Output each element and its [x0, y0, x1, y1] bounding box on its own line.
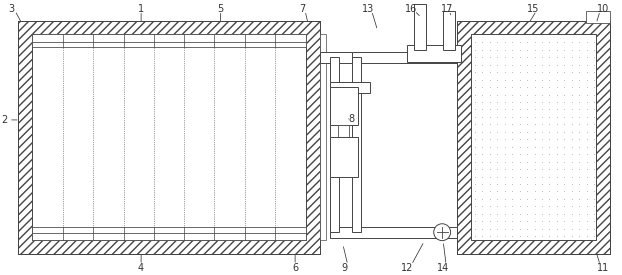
Bar — [32, 34, 306, 240]
Bar — [320, 34, 326, 240]
Text: 14: 14 — [437, 263, 449, 273]
Text: 4: 4 — [138, 263, 144, 273]
Text: 10: 10 — [597, 4, 609, 14]
Text: 2: 2 — [1, 115, 7, 125]
Bar — [320, 52, 361, 63]
Text: 12: 12 — [401, 263, 414, 273]
Bar — [330, 87, 358, 125]
Bar — [18, 21, 320, 254]
Text: 17: 17 — [441, 4, 453, 14]
Bar — [330, 227, 457, 238]
Bar — [338, 125, 350, 137]
Text: 16: 16 — [406, 4, 417, 14]
Bar — [32, 227, 306, 240]
Text: 3: 3 — [8, 4, 14, 14]
Bar — [330, 82, 369, 93]
Bar — [18, 21, 320, 254]
Text: 1: 1 — [138, 4, 144, 14]
Bar — [457, 21, 610, 254]
Text: 15: 15 — [527, 4, 540, 14]
Bar — [407, 45, 461, 62]
Bar — [471, 34, 596, 240]
Circle shape — [434, 224, 450, 241]
Text: 9: 9 — [341, 263, 348, 273]
Bar — [457, 21, 610, 254]
Text: 7: 7 — [299, 4, 305, 14]
Bar — [330, 137, 358, 177]
Bar — [586, 11, 610, 23]
Bar — [352, 52, 457, 63]
Bar — [32, 34, 306, 42]
Bar — [352, 57, 361, 232]
Text: 8: 8 — [349, 114, 355, 124]
Bar — [414, 4, 426, 50]
Bar — [330, 57, 339, 232]
Text: 13: 13 — [361, 4, 374, 14]
Text: 6: 6 — [292, 263, 298, 273]
Text: 11: 11 — [597, 263, 609, 273]
Text: 5: 5 — [218, 4, 224, 14]
Bar — [443, 11, 455, 50]
Bar — [32, 34, 306, 47]
Bar — [32, 233, 306, 240]
